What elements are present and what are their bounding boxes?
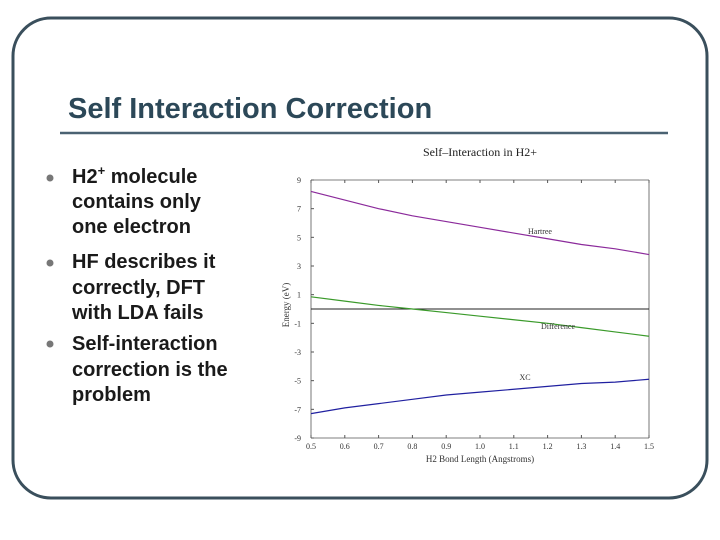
bullet-text: H2 [72,166,98,188]
slide-frame [11,16,709,500]
x-tick-label: 0.8 [407,442,417,451]
series-label: Hartree [528,227,552,236]
chart-title: Self–Interaction in H2+ [423,145,537,159]
series-line [310,190,650,256]
bullet-text: molecule [105,166,197,188]
bullet-line: problem [72,384,151,406]
bullet-line: correctly, DFT [72,277,205,299]
x-tick-label: 1.3 [576,442,586,451]
y-tick-label: 3 [297,262,301,271]
x-tick-label: 0.5 [306,442,316,451]
y-tick-label: 1 [297,291,301,300]
y-tick-label: -9 [294,434,301,443]
x-tick-label: 1.1 [509,442,519,451]
y-tick-label: -1 [294,319,301,328]
x-tick-label: 0.9 [441,442,451,451]
bullet-line: with LDA fails [71,302,203,324]
bullet-line: Self-interaction [72,333,218,355]
bullet-dot [46,340,54,348]
series-line [310,296,650,337]
y-tick-label: 9 [297,176,301,185]
x-tick-label: 1.2 [543,442,553,451]
series-label: XC [519,373,530,382]
y-tick-label: -3 [294,348,301,357]
series-label: Difference [541,322,576,331]
y-tick-label: 7 [297,205,301,214]
y-axis-label: Energy (eV) [281,283,291,328]
y-tick-label: -5 [294,377,301,386]
x-tick-label: 1.5 [644,442,654,451]
bullet-dot [46,259,54,267]
slide-title: Self Interaction Correction [68,93,432,125]
bullet-line: H2+ molecule [72,163,197,188]
x-tick-label: 0.7 [374,442,384,451]
x-axis-label: H2 Bond Length (Angstroms) [426,454,534,464]
x-tick-label: 1.0 [475,442,485,451]
series-line [310,378,650,415]
y-tick-label: 5 [297,233,301,242]
y-tick-label: -7 [294,405,301,414]
bullet-sup: + [98,163,106,178]
bullet-line: correction is the [72,359,228,381]
x-tick-label: 1.4 [610,442,620,451]
bullet-line: HF describes it [72,251,216,273]
bullet-line: contains only [72,191,202,213]
bullet-line: one electron [72,216,191,238]
bullet-dot [46,174,54,182]
x-tick-label: 0.6 [340,442,350,451]
